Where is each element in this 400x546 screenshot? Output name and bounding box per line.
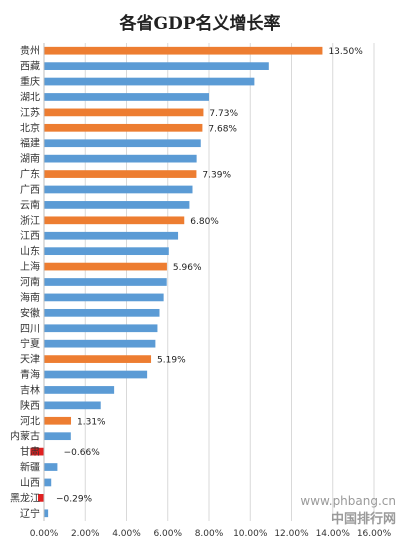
bar <box>44 509 49 518</box>
bar <box>44 416 72 425</box>
bar <box>44 324 158 333</box>
data-label: 7.73% <box>209 109 238 119</box>
category-label: 海南 <box>20 291 40 304</box>
x-tick-label: 14.00% <box>316 529 351 539</box>
x-tick-label: 12.00% <box>274 529 309 539</box>
category-label: 天津 <box>20 354 40 366</box>
category-label: 重庆 <box>20 75 40 88</box>
x-tick-label: 0.00% <box>30 529 59 539</box>
bar <box>44 62 269 70</box>
category-label: 吉林 <box>20 383 40 396</box>
data-label: 7.68% <box>208 124 237 134</box>
x-tick-label: 16.00% <box>357 529 392 539</box>
bar <box>44 478 52 487</box>
x-tick-label: 6.00% <box>153 529 182 539</box>
data-label: −0.29% <box>56 494 93 504</box>
category-label: 云南 <box>20 198 40 211</box>
category-label: 陕西 <box>20 399 40 412</box>
data-label: −0.66% <box>64 448 101 458</box>
bar <box>44 247 169 256</box>
data-label: 6.80% <box>190 217 219 227</box>
category-label: 广东 <box>20 168 40 181</box>
category-label: 北京 <box>20 121 40 134</box>
x-tick-label: 10.00% <box>233 529 268 539</box>
watermark-url: www.phbang.cn <box>300 494 396 508</box>
category-label: 贵州 <box>20 44 40 57</box>
bar <box>44 46 323 55</box>
category-label: 内蒙古 <box>10 430 40 443</box>
bar <box>44 463 58 471</box>
bar <box>38 494 44 502</box>
data-label: 5.96% <box>173 263 202 273</box>
category-label: 江西 <box>20 230 40 242</box>
bar <box>44 170 197 178</box>
bar <box>44 278 167 286</box>
category-label: 湖北 <box>20 91 40 103</box>
category-label: 湖南 <box>20 152 40 165</box>
bar <box>44 293 164 302</box>
bar <box>44 401 101 410</box>
category-label: 上海 <box>20 260 40 273</box>
bar <box>44 308 160 317</box>
chart-title: 各省GDP名义增长率 <box>119 14 281 34</box>
bar <box>44 339 156 348</box>
category-label: 甘肃 <box>20 445 40 458</box>
category-label: 四川 <box>20 324 40 335</box>
category-label: 黑龙江 <box>10 491 40 504</box>
bar <box>44 123 203 132</box>
bar <box>44 185 193 194</box>
data-label: 7.39% <box>202 171 231 181</box>
bar <box>44 432 71 441</box>
bar <box>30 447 44 456</box>
category-label: 河北 <box>20 415 40 427</box>
bar <box>44 355 152 363</box>
category-label: 河南 <box>20 276 40 289</box>
category-label: 山西 <box>20 477 40 489</box>
bar <box>44 108 204 117</box>
bar <box>44 231 179 240</box>
x-tick-label: 8.00% <box>195 529 224 539</box>
watermark-text: 中国排行网 <box>331 511 396 527</box>
bar <box>44 139 201 148</box>
category-label: 福建 <box>20 137 40 150</box>
bar <box>44 77 255 86</box>
category-label: 山东 <box>20 245 40 258</box>
data-label: 13.50% <box>328 47 363 57</box>
category-label: 安徽 <box>20 306 40 319</box>
category-label: 广西 <box>20 184 40 196</box>
category-label: 浙江 <box>20 215 40 227</box>
category-label: 西藏 <box>20 61 40 73</box>
bar <box>44 216 185 225</box>
bar <box>44 262 167 271</box>
data-label: 1.31% <box>77 417 106 427</box>
category-label: 江苏 <box>20 106 40 119</box>
category-label: 青海 <box>20 368 40 381</box>
x-tick-label: 2.00% <box>71 529 100 539</box>
category-label: 辽宁 <box>20 507 40 520</box>
x-tick-label: 4.00% <box>112 529 141 539</box>
category-label: 新疆 <box>20 461 40 474</box>
bar <box>44 93 209 101</box>
bar <box>44 386 115 394</box>
bar <box>44 154 197 163</box>
bar <box>44 370 148 379</box>
bar <box>44 201 190 209</box>
category-label: 宁夏 <box>20 337 40 350</box>
data-label: 5.19% <box>157 356 186 366</box>
